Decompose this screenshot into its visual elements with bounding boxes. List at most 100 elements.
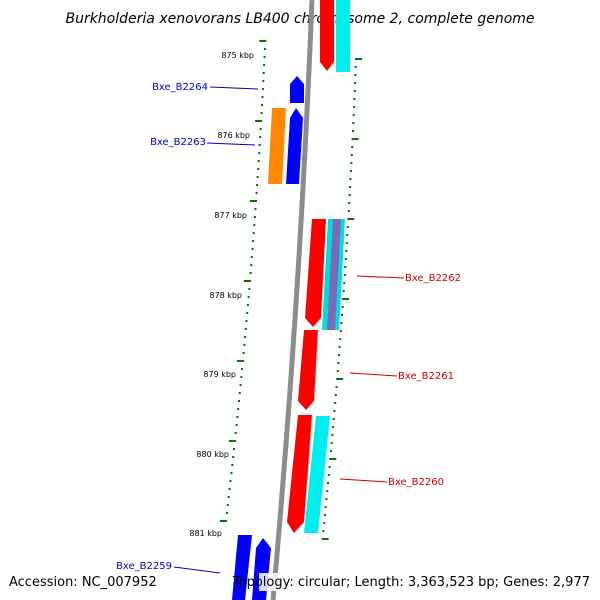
right-track-tick xyxy=(330,442,333,444)
right-track-tick xyxy=(354,66,357,68)
right-track-tick xyxy=(324,514,326,516)
right-track-tick xyxy=(341,306,344,308)
gene-reverse-red-top[interactable] xyxy=(320,0,334,71)
right-track-tick xyxy=(351,146,354,148)
left-track-tick xyxy=(252,232,255,234)
right-track-tick xyxy=(336,378,344,380)
right-track-tick xyxy=(347,210,350,212)
leader-line-2264 xyxy=(209,86,259,90)
left-track-tick xyxy=(253,224,256,226)
right-track-tick xyxy=(328,466,331,468)
left-track-tick xyxy=(251,248,254,250)
topology-text: Topology: circular; Length: 3,363,523 bp… xyxy=(232,575,590,590)
left-track-tick xyxy=(253,216,256,218)
gene-cyan-2260[interactable] xyxy=(304,416,330,533)
right-track-tick xyxy=(349,178,352,180)
right-track-tick xyxy=(339,330,342,332)
gene-bxe-b2263[interactable] xyxy=(286,108,303,184)
leader-line-2260 xyxy=(339,478,388,483)
right-track-tick xyxy=(324,506,327,508)
left-track-tick xyxy=(255,120,263,122)
left-track-tick xyxy=(228,488,231,490)
right-track-tick xyxy=(321,538,329,540)
right-track-tick xyxy=(344,266,347,268)
left-track-tick xyxy=(261,88,264,90)
left-track-tick xyxy=(233,448,235,450)
kbp-label-879: 879 kbp xyxy=(203,370,236,379)
right-track-tick xyxy=(341,314,343,316)
gene-bxe-b2259[interactable] xyxy=(232,535,252,600)
gene-bxe-b2261[interactable] xyxy=(298,330,318,410)
left-track-tick xyxy=(239,384,242,386)
left-track-tick xyxy=(247,296,250,298)
gene-cyan-top[interactable] xyxy=(336,0,350,72)
left-track-tick xyxy=(231,464,234,466)
gene-bxe-b2264[interactable] xyxy=(290,76,304,103)
left-track-tick xyxy=(259,40,267,42)
left-track-tick xyxy=(263,64,266,66)
right-track-tick xyxy=(347,218,355,220)
right-track-tick xyxy=(327,474,330,476)
gene-label-bxe-b2261[interactable]: Bxe_B2261 xyxy=(398,371,454,382)
right-track-tick xyxy=(350,170,352,172)
left-track-tick xyxy=(244,328,247,330)
gene-label-bxe-b2262[interactable]: Bxe_B2262 xyxy=(405,273,461,284)
left-track-tick xyxy=(242,352,245,354)
left-track-tick xyxy=(236,360,244,362)
left-track-tick xyxy=(250,256,253,258)
left-track-tick xyxy=(225,512,228,514)
left-track-tick xyxy=(227,496,230,498)
left-track-tick xyxy=(236,416,239,418)
right-track-tick xyxy=(334,402,337,404)
right-track-tick xyxy=(332,418,335,420)
left-track-tick xyxy=(241,368,244,370)
right-track-tick xyxy=(338,346,341,348)
gene-label-bxe-b2263[interactable]: Bxe_B2263 xyxy=(150,137,206,148)
gene-label-bxe-b2260[interactable]: Bxe_B2260 xyxy=(388,477,444,488)
right-track-tick xyxy=(354,82,357,84)
left-track-tick xyxy=(262,72,265,74)
right-track-tick xyxy=(330,450,332,452)
left-track-tick xyxy=(255,192,258,194)
gene-orange[interactable] xyxy=(268,108,286,184)
right-track-tick xyxy=(349,186,352,188)
left-track-tick xyxy=(259,128,262,130)
right-track-tick xyxy=(355,58,362,60)
right-track-tick xyxy=(342,298,350,300)
left-track-tick xyxy=(257,168,260,170)
kbp-label-880: 880 kbp xyxy=(196,450,229,459)
left-track-tick xyxy=(261,104,263,106)
left-track-tick xyxy=(257,160,260,162)
right-track-tick xyxy=(353,98,356,100)
right-track-tick xyxy=(343,274,346,276)
right-track-tick xyxy=(342,290,345,292)
left-track-tick xyxy=(252,240,255,242)
kbp-label-877: 877 kbp xyxy=(214,211,247,220)
right-track-tick xyxy=(346,226,349,228)
kbp-label-875: 875 kbp xyxy=(221,51,254,60)
left-track-tick xyxy=(243,344,246,346)
gene-purple-2262[interactable] xyxy=(327,219,341,330)
right-track-tick xyxy=(322,530,325,532)
right-track-tick xyxy=(332,426,335,428)
left-track-tick xyxy=(258,152,261,154)
right-track-tick xyxy=(346,234,349,236)
right-track-tick xyxy=(354,74,357,76)
right-track-tick xyxy=(350,154,353,156)
scale-ticks xyxy=(219,40,362,540)
right-track-tick xyxy=(327,482,329,484)
left-track-tick xyxy=(238,392,241,394)
gene-label-bxe-b2259[interactable]: Bxe_B2259 xyxy=(116,561,172,572)
gene-bxe-b2262[interactable] xyxy=(305,219,326,327)
left-track-tick xyxy=(240,376,243,378)
right-track-tick xyxy=(345,242,348,244)
right-track-tick xyxy=(337,362,340,364)
left-track-tick xyxy=(250,200,257,202)
left-track-tick xyxy=(263,48,266,50)
topology-backdrop xyxy=(259,573,594,591)
left-track-tick xyxy=(263,56,266,58)
gene-bxe-b2260[interactable] xyxy=(287,415,312,533)
gene-label-bxe-b2264[interactable]: Bxe_B2264 xyxy=(152,82,208,93)
right-track-tick xyxy=(340,322,343,324)
